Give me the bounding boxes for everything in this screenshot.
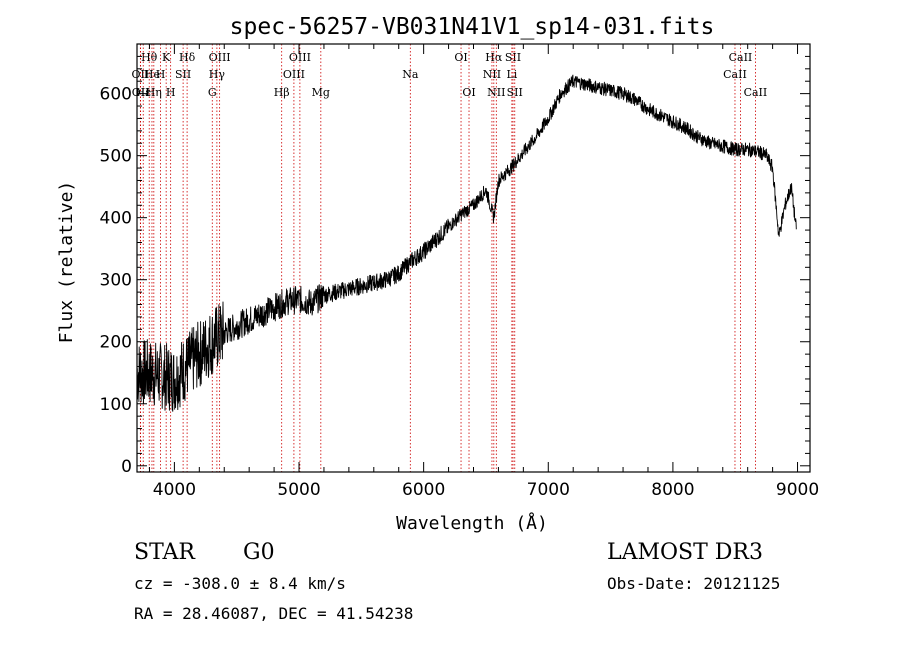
marker-label-row1-5: OI — [454, 51, 467, 64]
axis-ticks: 4000 5000 6000 7000 8000 9000 0 100 200 300 400 500… — [100, 44, 819, 500]
y-tick-label-2: 200 — [100, 333, 132, 353]
marker-label-row1-8: CaII — [729, 51, 753, 64]
marker-label-row1-0: Hθ — [141, 51, 158, 64]
y-tick-label-5: 500 — [100, 147, 132, 167]
marker-label-row2-0: OII — [132, 68, 150, 81]
marker-label-row3-8: NII — [487, 86, 505, 99]
marker-label-row2-3: SII — [175, 68, 191, 81]
marker-label-row1-6: Hα — [485, 51, 503, 64]
redshift-text: cz = -308.0 ± 8.4 km/s — [134, 574, 346, 593]
chart-title: spec-56257-VB031N41V1_sp14-031.fits — [230, 14, 715, 40]
marker-label-row1-3: OIII — [209, 51, 231, 64]
y-axis-label: Flux (relative) — [56, 181, 77, 344]
marker-label-row3-4: G — [208, 86, 217, 99]
x-tick-label-2: 6000 — [402, 480, 445, 500]
x-axis-label: Wavelength (Å) — [396, 512, 548, 534]
spectrum-line — [136, 74, 797, 412]
marker-label-row2-4: Hγ — [209, 68, 226, 81]
marker-label-row3-5: Hβ — [274, 86, 290, 99]
marker-label-row2-1: He — [144, 68, 160, 81]
y-tick-label-1: 100 — [100, 395, 132, 415]
marker-label-row1-7: SII — [505, 51, 521, 64]
survey-label: LAMOST DR3 — [607, 540, 763, 565]
y-tick-label-4: 400 — [100, 209, 132, 229]
marker-label-row1-4: OIII — [289, 51, 311, 64]
marker-label-row1-2: Hδ — [179, 51, 196, 64]
spectrum-series — [136, 74, 797, 412]
marker-label-row3-9: SII — [507, 86, 523, 99]
subclass-label: G0 — [243, 540, 275, 565]
marker-label-row2-7: NII — [483, 68, 501, 81]
x-tick-label-5: 9000 — [776, 480, 819, 500]
marker-label-row3-2: Hη — [146, 86, 162, 99]
marker-label-row1-1: K — [162, 51, 171, 64]
marker-label-row3-0: OII — [132, 86, 150, 99]
x-tick-label-4: 8000 — [651, 480, 694, 500]
y-tick-label-3: 300 — [100, 271, 132, 291]
y-tick-label-0: 0 — [121, 457, 132, 477]
marker-label-row3-7: OI — [462, 86, 475, 99]
marker-label-row2-8: Li — [506, 68, 517, 81]
marker-label-row2-6: Na — [402, 68, 419, 81]
plot-frame — [136, 43, 811, 473]
y-tick-label-6: 600 — [100, 85, 132, 105]
x-tick-label-3: 7000 — [527, 480, 570, 500]
radec-text: RA = 28.46087, DEC = 41.54238 — [134, 604, 414, 623]
class-label: STAR — [134, 540, 195, 565]
obs-date-text: Obs-Date: 20121125 — [607, 574, 781, 593]
x-tick-label-1: 5000 — [277, 480, 320, 500]
marker-label-row3-3: H — [166, 86, 176, 99]
marker-label-row2-9: CaII — [723, 68, 747, 81]
marker-label-row3-10: CaII — [744, 86, 768, 99]
marker-label-row3-6: Mg — [312, 86, 330, 99]
marker-label-row3-1: Hε — [136, 86, 152, 99]
marker-label-row2-5: OIII — [283, 68, 305, 81]
marker-label-row2-2: H — [156, 68, 166, 81]
x-tick-label-0: 4000 — [153, 480, 196, 500]
